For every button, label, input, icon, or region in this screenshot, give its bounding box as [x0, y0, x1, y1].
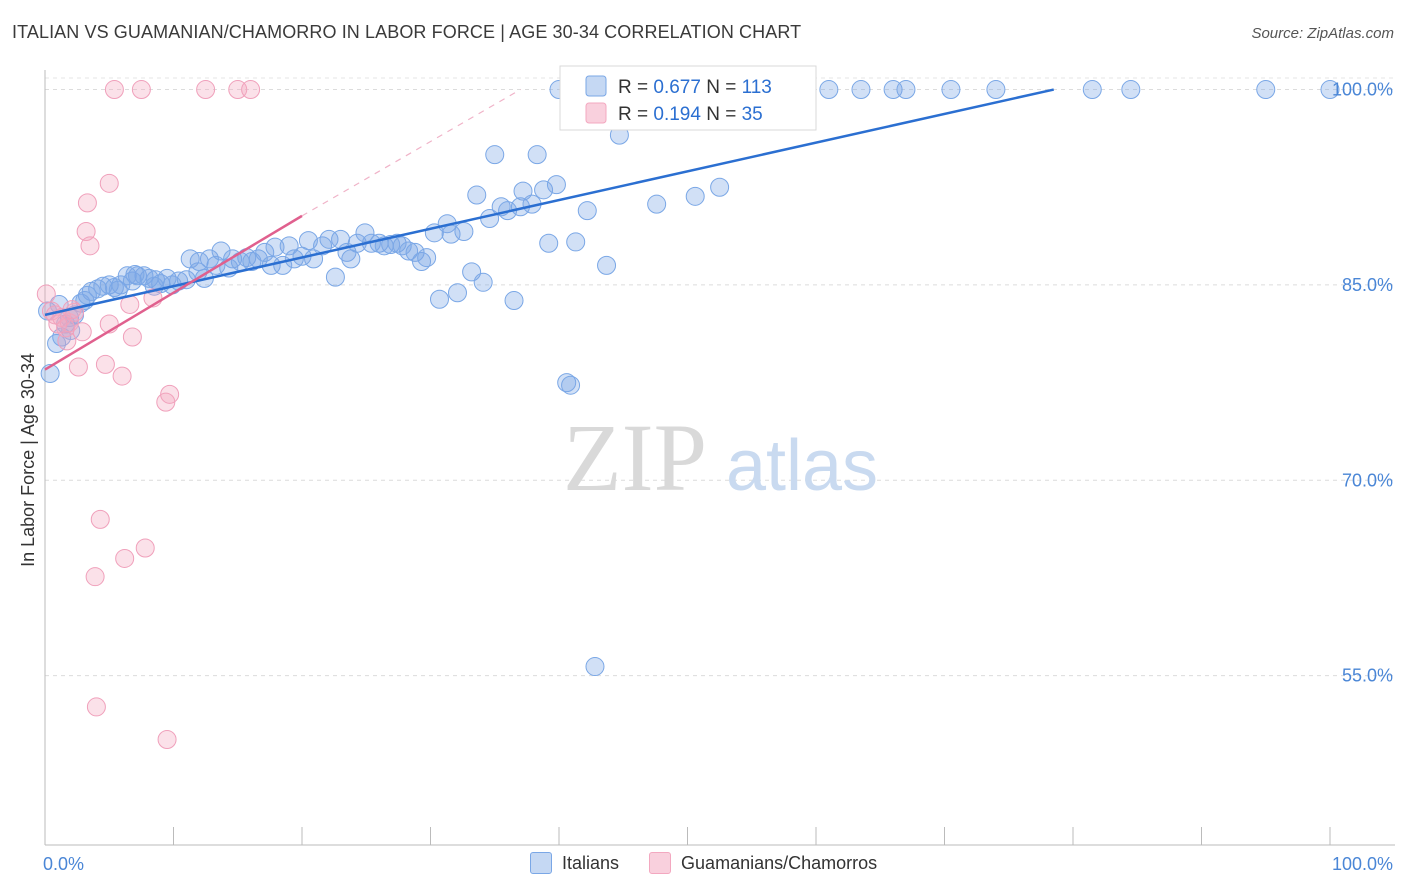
- italians-point: [566, 232, 586, 252]
- top-legend: R = 0.677 N = 113 R = 0.194 N = 35: [559, 65, 817, 131]
- italians-point: [355, 223, 375, 243]
- guamanians-point: [131, 80, 151, 100]
- guamanians-point: [90, 509, 110, 529]
- axes: [44, 70, 1395, 846]
- guamanians-point: [157, 729, 177, 749]
- italians-point: [941, 80, 961, 100]
- guamanians-point: [241, 80, 261, 100]
- italians-point: [647, 194, 667, 214]
- guamanians-point: [99, 173, 119, 193]
- italians-point: [454, 222, 474, 242]
- guamanians-trend-line: [44, 214, 303, 371]
- guamanians-point: [104, 80, 124, 100]
- italians-point: [546, 175, 566, 195]
- top-legend-stats-italians: R = 0.677 N = 113: [618, 77, 772, 98]
- italians-point: [473, 272, 493, 292]
- italians-point: [412, 251, 432, 271]
- italians-point: [189, 251, 209, 271]
- italians-point: [577, 201, 597, 221]
- guamanians-point: [196, 80, 216, 100]
- guamanians-point: [76, 222, 96, 242]
- x-tick-label: 100.0%: [1332, 854, 1393, 874]
- italians-point: [467, 185, 487, 205]
- guamanians-point: [57, 331, 77, 351]
- guamanians-point: [72, 322, 92, 342]
- guamanians-point: [112, 366, 132, 386]
- italians-point: [585, 657, 605, 677]
- italians-trend-line: [44, 88, 1054, 317]
- italians-point: [1256, 80, 1276, 100]
- guamanians-point: [85, 567, 105, 587]
- y-tick-label: 85.0%: [1342, 275, 1393, 295]
- bottom-legend: Italians Guamanians/Chamorros: [530, 852, 877, 874]
- italians-point: [485, 145, 505, 165]
- italians-point: [265, 237, 285, 257]
- guamanians-point: [48, 314, 68, 334]
- guamanians-point: [86, 697, 106, 717]
- watermark-zip: ZIP: [563, 404, 707, 511]
- top-legend-stats-guamanians: R = 0.194 N = 35: [618, 104, 763, 125]
- y-tick-label: 55.0%: [1342, 666, 1393, 686]
- x-tick-label: 0.0%: [43, 854, 84, 874]
- watermark-atlas: atlas: [726, 426, 878, 506]
- guamanians-point: [115, 548, 135, 568]
- top-legend-swatch-italians: [585, 75, 607, 97]
- italians-point: [1082, 80, 1102, 100]
- italians-point: [1121, 80, 1141, 100]
- italians-point: [896, 80, 916, 100]
- guamanians-point: [95, 354, 115, 374]
- guamanians-point: [77, 193, 97, 213]
- italians-point: [325, 267, 345, 287]
- italians-point: [851, 80, 871, 100]
- guamanians-point: [68, 357, 88, 377]
- italians-point: [88, 279, 108, 299]
- italians-point: [710, 177, 730, 197]
- italians-point: [819, 80, 839, 100]
- italians-point: [211, 241, 231, 261]
- italians-point: [417, 248, 437, 268]
- italians-point: [685, 186, 705, 206]
- tick-labels: 100.0% 85.0% 70.0% 55.0% 0.0% 100.0%: [43, 80, 1393, 874]
- guamanians-point: [160, 384, 180, 404]
- italians-point: [527, 145, 547, 165]
- italians-point: [1320, 80, 1340, 100]
- legend-swatch-italians: [530, 852, 552, 874]
- italians-point: [429, 289, 449, 309]
- italians-point: [561, 375, 581, 395]
- italians-point: [387, 233, 407, 253]
- italians-point: [117, 266, 137, 286]
- italians-point: [504, 291, 524, 311]
- y-tick-label: 100.0%: [1332, 80, 1393, 100]
- italians-point: [447, 283, 467, 303]
- italians-point: [319, 229, 339, 249]
- legend-item-italians[interactable]: Italians: [530, 852, 619, 874]
- italians-point: [986, 80, 1006, 100]
- guamanians-point: [36, 284, 56, 304]
- legend-label-italians: Italians: [562, 852, 620, 873]
- italians-point: [534, 180, 554, 200]
- top-legend-swatch-guamanians: [585, 102, 607, 124]
- grid-lines: [45, 77, 1395, 677]
- legend-swatch-guamanians: [649, 852, 672, 874]
- guamanians-point: [80, 236, 100, 256]
- italians-point: [125, 264, 145, 284]
- italians-point: [539, 233, 559, 253]
- italians-point: [99, 275, 119, 295]
- guamanians-point: [135, 538, 155, 558]
- y-tick-label: 70.0%: [1342, 470, 1393, 490]
- legend-item-guamanians[interactable]: Guamanians/Chamorros: [649, 852, 877, 874]
- italians-point: [77, 285, 97, 305]
- guamanians-point: [122, 327, 142, 347]
- chart-title: ITALIAN VS GUAMANIAN/CHAMORRO IN LABOR F…: [12, 22, 802, 42]
- italians-point: [399, 241, 419, 261]
- italians-point: [597, 255, 617, 275]
- trend-lines: [44, 88, 1054, 371]
- watermark: ZIP atlas: [563, 404, 878, 511]
- y-axis-label: In Labor Force | Age 30-34: [18, 353, 38, 567]
- legend-label-guamanians: Guamanians/Chamorros: [681, 852, 878, 873]
- italians-point: [513, 181, 533, 201]
- source-label: Source: ZipAtlas.com: [1251, 25, 1394, 42]
- italians-point: [298, 231, 318, 251]
